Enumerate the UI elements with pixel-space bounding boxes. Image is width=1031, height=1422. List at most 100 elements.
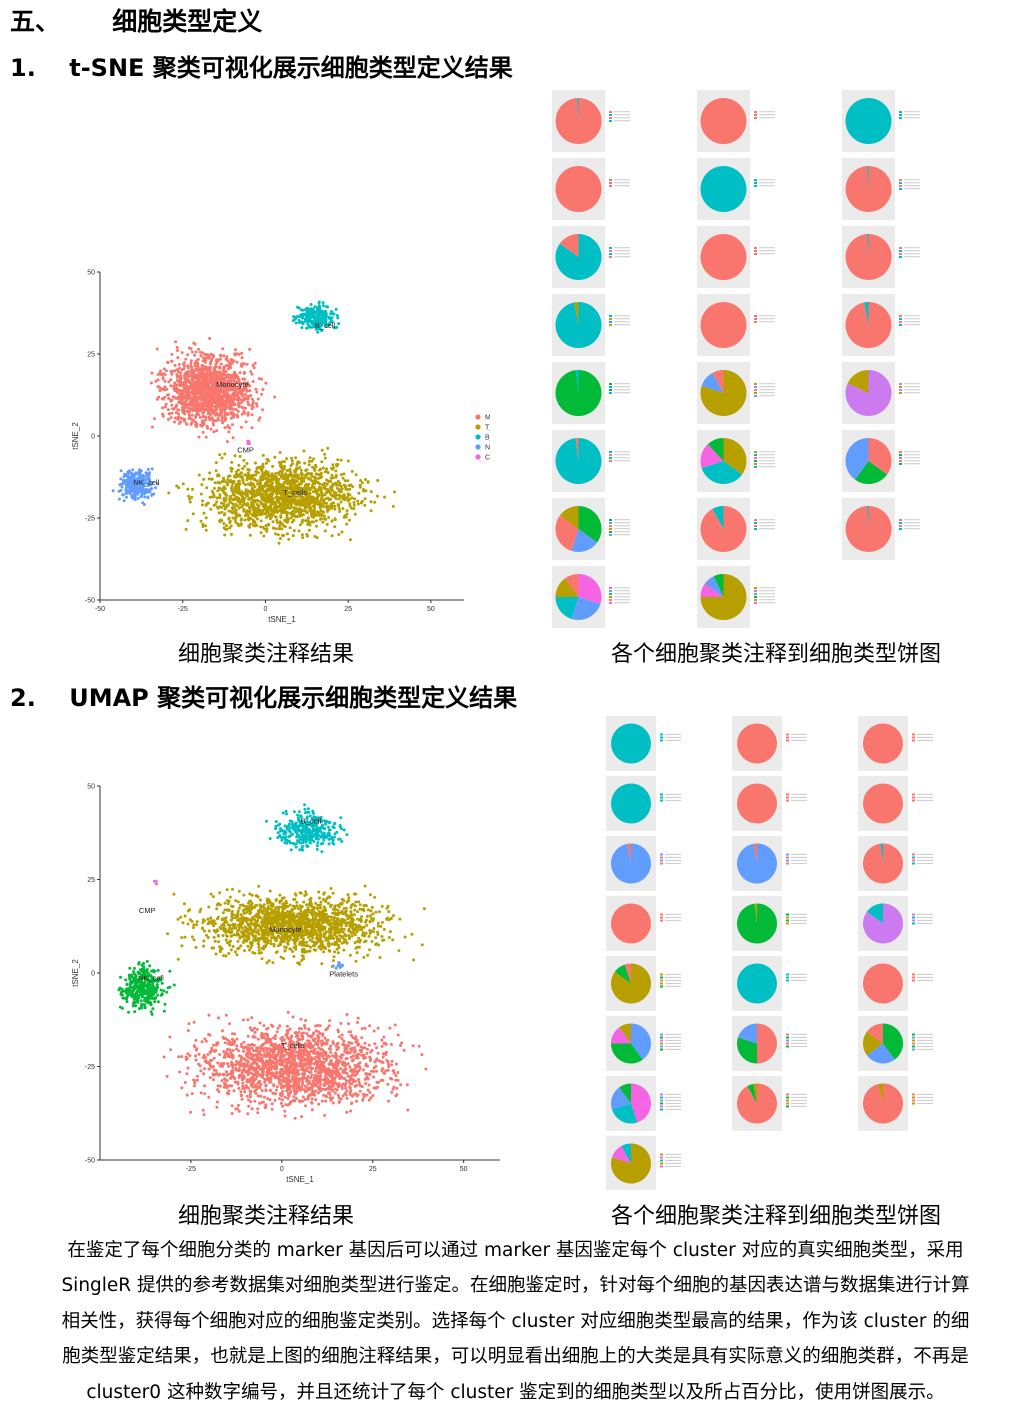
data-point [235,1080,239,1084]
pie-legend [609,315,630,326]
pie-slice [845,438,869,480]
data-point [263,477,267,480]
data-point [204,393,208,396]
data-point [214,461,218,465]
data-point [318,326,322,330]
data-point [394,1074,398,1078]
data-point [262,534,266,538]
pie-legend-text [614,525,630,527]
data-point [264,469,268,473]
data-point [195,425,198,428]
data-point [305,1032,309,1035]
data-point [172,384,176,388]
data-point [294,470,298,473]
pie-slice [867,234,869,257]
data-point [246,381,250,385]
data-point [236,394,240,398]
data-point [221,489,225,493]
data-point [393,1023,397,1027]
data-point [334,469,338,473]
data-point [153,417,156,421]
pie-panel [697,226,775,288]
data-point [307,1070,311,1074]
pie-legend-text [614,114,630,116]
data-point [271,478,275,482]
data-point [336,316,340,320]
data-point [166,360,169,364]
data-point [302,449,306,453]
data-point [336,458,340,462]
y-tick-label: -25 [85,1064,95,1071]
pie-legend-text [614,324,630,326]
data-point [365,1093,369,1097]
pie-legend [609,179,630,187]
data-point [281,1089,285,1093]
data-point [307,1094,311,1098]
data-point [206,411,210,415]
data-point [218,520,222,524]
data-point [382,1071,386,1075]
pie-legend-text [759,247,775,249]
data-point [346,459,350,463]
data-point [322,514,326,518]
data-point [227,379,231,383]
data-point [276,505,280,509]
data-point [345,1057,349,1060]
data-point [331,482,335,486]
data-point [210,477,214,481]
data-point [308,456,312,460]
pie-legend-key [899,528,902,530]
data-point [328,321,332,325]
data-point [276,500,280,504]
x-axis-label: tSNE_1 [286,1175,314,1184]
legend-label: T_cells [485,425,490,432]
data-point [222,526,226,530]
pie-legend-key [754,247,757,249]
data-point [256,1037,260,1041]
data-point [320,1099,324,1103]
pie-slice [845,233,892,280]
data-point [187,393,191,397]
data-point [177,1055,181,1059]
data-point [313,1051,317,1055]
data-point [269,1040,273,1044]
data-point [207,382,211,386]
data-point [232,372,236,376]
pie-legend [754,587,775,604]
data-point [122,499,126,503]
data-point [142,481,146,485]
pie-legend-text [904,324,920,326]
data-point [367,1098,371,1102]
data-point [271,496,275,500]
data-point [211,385,215,389]
pie-legend-text [614,528,630,530]
data-point [326,1087,330,1091]
data-point [149,482,153,486]
data-point [242,388,246,392]
data-point [265,527,269,531]
pie-legend-key [754,185,757,187]
data-point [211,374,214,378]
pie-legend-key [754,111,757,113]
data-point [308,477,312,481]
data-point [217,496,221,500]
data-point [243,518,247,522]
data-point [246,517,250,521]
data-point [304,1104,308,1108]
pie-legend-text [614,392,630,394]
data-point [300,321,304,325]
data-point [210,358,213,362]
pie-legend-text [759,587,775,589]
data-point [150,371,154,375]
data-point [280,473,284,477]
data-point [155,397,159,401]
data-point [240,364,244,368]
data-point [223,452,227,456]
data-point [250,426,254,430]
data-point [328,490,332,494]
data-point [250,495,254,499]
data-point [285,480,289,483]
data-point [350,1102,353,1106]
data-point [193,1079,197,1082]
data-point [251,490,255,494]
